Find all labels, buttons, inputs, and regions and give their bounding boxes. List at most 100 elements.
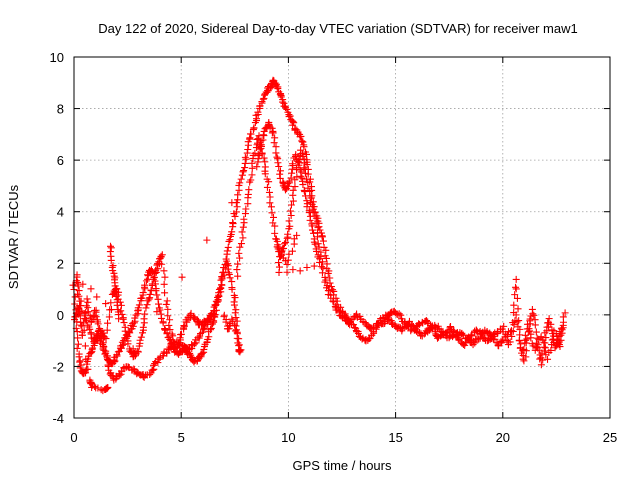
data-point	[268, 209, 276, 217]
data-point	[538, 349, 546, 357]
y-tick-labels: -4 -2 0 2 4 6 8 10	[50, 50, 64, 426]
data-point	[281, 104, 289, 112]
data-point	[513, 294, 521, 302]
data-point	[238, 171, 246, 179]
data-point	[523, 335, 531, 343]
data-point	[561, 309, 569, 317]
data-point	[307, 194, 315, 202]
data-point	[75, 310, 83, 318]
data-point	[515, 337, 523, 345]
data-point	[366, 334, 374, 342]
series-track-c	[71, 266, 219, 368]
data-point	[98, 335, 106, 343]
series-track-d	[233, 132, 567, 369]
data-point	[260, 154, 268, 162]
data-point	[228, 278, 236, 286]
data-point	[260, 94, 268, 102]
data-point	[92, 313, 100, 321]
data-point	[253, 163, 261, 171]
data-point	[93, 293, 101, 301]
data-point	[236, 243, 244, 251]
data-point	[520, 357, 528, 365]
data-point	[112, 374, 120, 382]
data-point	[280, 244, 288, 252]
data-point	[289, 266, 297, 274]
data-point	[415, 320, 423, 328]
data-point	[228, 285, 236, 293]
data-point	[81, 314, 89, 322]
data-point	[247, 176, 255, 184]
data-point	[272, 149, 280, 157]
data-point	[104, 383, 112, 391]
data-point	[319, 237, 327, 245]
data-point	[287, 174, 295, 182]
data-point	[218, 281, 226, 289]
data-point	[87, 349, 95, 357]
data-point	[152, 287, 160, 295]
data-point	[351, 324, 359, 332]
data-point	[197, 330, 205, 338]
data-point	[217, 276, 225, 284]
data-point	[87, 285, 95, 293]
data-point	[71, 313, 79, 321]
data-point	[318, 233, 326, 241]
data-point	[84, 365, 92, 373]
data-point	[274, 159, 282, 167]
data-point	[134, 347, 142, 355]
data-point	[212, 297, 220, 305]
data-point	[224, 265, 232, 273]
data-point	[330, 298, 338, 306]
data-point	[232, 208, 240, 216]
data-point	[335, 308, 343, 316]
data-point	[473, 327, 481, 335]
data-point	[140, 315, 148, 323]
data-point	[287, 212, 295, 220]
data-point	[265, 188, 273, 196]
data-point	[271, 229, 279, 237]
data-point	[545, 315, 553, 323]
data-point	[69, 281, 77, 289]
data-point	[73, 328, 81, 336]
data-point	[82, 302, 90, 310]
data-point	[557, 331, 565, 339]
data-point	[286, 222, 294, 230]
data-point	[74, 340, 82, 348]
data-point	[275, 243, 283, 251]
data-point	[284, 256, 292, 264]
data-point	[92, 333, 100, 341]
data-point	[516, 325, 524, 333]
data-point	[276, 167, 284, 175]
data-point	[297, 172, 305, 180]
data-point	[102, 347, 110, 355]
data-point	[203, 316, 211, 324]
data-point	[532, 328, 540, 336]
data-point	[211, 311, 219, 319]
data-point	[527, 334, 535, 342]
data-point	[310, 262, 318, 270]
data-point	[76, 302, 84, 310]
data-point	[143, 301, 151, 309]
data-point	[271, 222, 279, 230]
data-point	[81, 342, 89, 350]
data-point	[509, 319, 517, 327]
data-point	[512, 275, 520, 283]
data-point	[270, 139, 278, 147]
data-point	[231, 294, 239, 302]
data-point	[297, 132, 305, 140]
data-point	[322, 254, 330, 262]
data-point	[259, 95, 267, 103]
data-point	[559, 321, 567, 329]
data-point	[231, 327, 239, 335]
data-point	[79, 319, 87, 327]
data-point	[531, 321, 539, 329]
data-point	[166, 316, 174, 324]
data-point	[153, 291, 161, 299]
data-point	[325, 287, 333, 295]
data-point	[94, 320, 102, 328]
data-point	[215, 289, 223, 297]
data-point	[537, 361, 545, 369]
data-point	[178, 273, 186, 281]
data-point	[248, 159, 256, 167]
data-point	[115, 315, 123, 323]
data-point	[78, 322, 86, 330]
